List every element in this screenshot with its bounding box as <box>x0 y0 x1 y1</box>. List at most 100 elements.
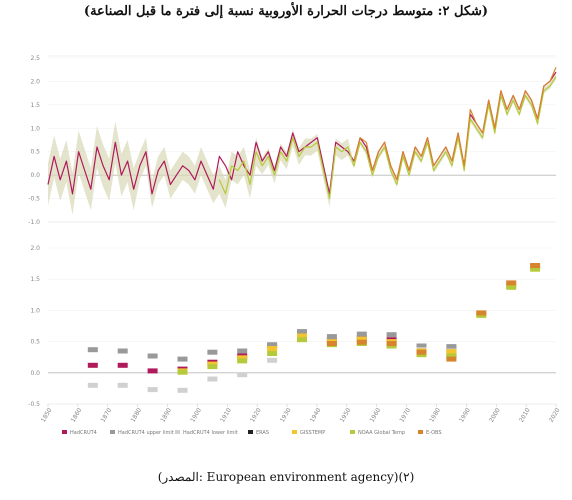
legend-label-gisstemp: GISSTEMP <box>300 430 325 436</box>
decade-marker-upper <box>416 343 427 349</box>
decade-marker-upper <box>267 342 278 348</box>
top-y-tick-label: -0.5 <box>28 196 40 203</box>
decade-marker-lower <box>117 382 128 388</box>
bottom-x-tick-label: 1850 <box>40 407 54 424</box>
decade-marker-hadcrut4 <box>147 368 158 374</box>
bottom-y-tick-label: 1.5 <box>30 276 40 283</box>
bottom-y-tick-label: 0.5 <box>30 339 40 346</box>
bottom-x-tick-label: 2020 <box>548 407 562 424</box>
legend-swatch-noaa <box>350 430 355 434</box>
series-line-eobs <box>353 67 557 181</box>
chart-title: (شكل ٢: متوسط درجات الحرارة الأوروبية نس… <box>83 4 489 19</box>
decade-marker-lower <box>87 382 98 388</box>
decade-marker-eobs <box>506 280 517 286</box>
decade-marker-upper <box>117 348 128 354</box>
top-y-tick-label: 1.0 <box>30 125 40 132</box>
bottom-x-tick-label: 1970 <box>398 407 412 424</box>
decade-marker-noaa <box>237 358 248 364</box>
legend-swatch-hadcrut4 <box>62 430 67 434</box>
legend-label-lower: HadCRUT4 lower limit <box>183 430 238 436</box>
decade-marker-noaa <box>506 284 517 290</box>
bottom-y-tick-label: 1.0 <box>30 307 40 314</box>
legend-swatch-eobs <box>418 430 423 434</box>
decade-marker-eobs <box>356 339 367 345</box>
decade-marker-lower <box>237 372 248 378</box>
decade-marker-lower <box>207 376 218 382</box>
bottom-x-tick-label: 1960 <box>369 407 383 424</box>
legend-swatch-lower <box>175 430 180 434</box>
decade-marker-eobs <box>530 263 541 268</box>
decade-marker-eobs <box>476 310 487 316</box>
decade-marker-lower <box>147 387 158 393</box>
decade-marker-upper <box>386 332 397 338</box>
top-line-chart: -1.0 -0.5 0.0 0.5 1.0 1.5 2.0 2.5 <box>28 55 557 226</box>
legend-label-eobs: E-OBS <box>426 430 442 436</box>
bottom-decade-chart: -0.5 0.0 0.5 1.0 1.5 2.0 1850 1860 1870 1880 1890 1… <box>28 245 561 424</box>
top-y-tick-label: -1.0 <box>28 219 40 226</box>
bottom-x-tick-label: 1950 <box>339 407 353 424</box>
bottom-x-tick-label: 1870 <box>100 407 114 424</box>
decade-marker-upper <box>147 353 158 359</box>
source-caption: (المصدر: European environment agency)(٢) <box>157 470 415 484</box>
decade-marker-lower <box>177 387 188 393</box>
decade-marker-noaa <box>267 351 278 356</box>
decade-marker-eobs <box>416 349 427 355</box>
legend-swatch-upper <box>110 430 115 434</box>
decade-marker-lower <box>267 357 278 363</box>
decade-marker-upper <box>356 331 367 337</box>
top-y-tick-label: 2.5 <box>30 55 40 62</box>
legend: HadCRUT4 HadCRUT4 upper limit HadCRUT4 low… <box>62 430 442 436</box>
bottom-x-tick-label: 1880 <box>129 407 143 424</box>
series-line-noaa <box>218 76 557 200</box>
series-line-hadcrut4 <box>47 71 557 195</box>
decade-marker-upper <box>177 356 188 362</box>
top-y-tick-label: 2.0 <box>30 78 40 85</box>
bottom-y-tick-label: 2.0 <box>30 245 40 252</box>
decade-marker-gisstemp <box>446 349 457 355</box>
decade-marker-upper <box>297 329 307 335</box>
legend-swatch-eras <box>248 430 253 434</box>
bottom-x-tick-label: 1900 <box>189 407 203 424</box>
top-y-tick-label: 0.5 <box>30 149 40 156</box>
bottom-x-tick-label: 2000 <box>488 407 502 424</box>
bottom-x-tick-label: 1890 <box>159 407 173 424</box>
decade-marker-noaa <box>177 369 188 375</box>
bottom-y-tick-label: -0.5 <box>28 401 40 408</box>
decade-marker-gisstemp <box>237 355 248 361</box>
legend-label-upper: HadCRUT4 upper limit <box>118 430 174 436</box>
decade-marker-noaa <box>530 266 541 272</box>
legend-swatch-gisstemp <box>292 430 297 434</box>
decade-marker-eobs <box>386 341 397 346</box>
decade-marker-noaa <box>446 353 457 359</box>
decade-marker-noaa <box>297 337 307 343</box>
bottom-x-tick-label: 1930 <box>279 407 293 424</box>
decade-marker-upper <box>446 344 457 350</box>
decade-marker-gisstemp <box>297 333 307 339</box>
decade-marker-upper <box>326 334 337 340</box>
legend-label-hadcrut4: HadCRUT4 <box>70 430 97 436</box>
decade-marker-upper <box>87 347 98 353</box>
uncertainty-band <box>48 73 556 215</box>
bottom-x-tick-label: 1910 <box>219 407 233 424</box>
bottom-x-tick-label: 1990 <box>458 407 472 424</box>
decade-marker-eobs <box>326 341 337 346</box>
decade-marker-gisstemp <box>356 336 367 342</box>
bottom-x-tick-label: 2010 <box>518 407 532 424</box>
decade-marker-upper <box>207 349 218 355</box>
decade-marker-hadcrut4 <box>117 362 128 368</box>
legend-label-noaa: NOAA Global Temp <box>358 430 405 436</box>
bottom-x-tick-label: 1860 <box>70 407 84 424</box>
decade-marker-eobs <box>446 356 457 362</box>
bottom-x-tick-label: 1940 <box>309 407 323 424</box>
legend-label-eras: ERAS <box>256 430 269 436</box>
decade-marker-hadcrut4 <box>87 362 98 368</box>
bottom-x-tick-label: 1920 <box>249 407 263 424</box>
bottom-y-tick-label: 0.0 <box>30 370 40 377</box>
bottom-x-tick-label: 1980 <box>428 407 442 424</box>
decade-marker-gisstemp <box>267 346 278 351</box>
top-y-tick-label: 1.5 <box>30 102 40 109</box>
decade-marker-upper <box>237 348 248 354</box>
top-y-tick-label: 0.0 <box>30 172 40 179</box>
decade-marker-noaa <box>207 364 218 370</box>
